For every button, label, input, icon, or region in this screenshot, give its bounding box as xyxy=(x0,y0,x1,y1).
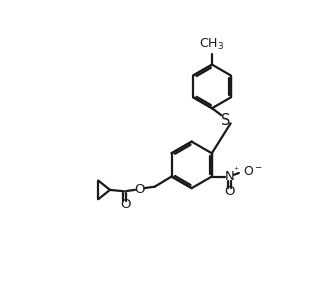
Text: O: O xyxy=(134,182,145,196)
Text: O: O xyxy=(121,198,131,211)
Text: CH$_3$: CH$_3$ xyxy=(199,36,224,52)
Text: O$^-$: O$^-$ xyxy=(243,165,263,178)
Text: $^+$: $^+$ xyxy=(232,166,240,175)
Text: N: N xyxy=(225,170,235,183)
Text: O: O xyxy=(224,185,235,198)
Text: S: S xyxy=(221,113,231,128)
